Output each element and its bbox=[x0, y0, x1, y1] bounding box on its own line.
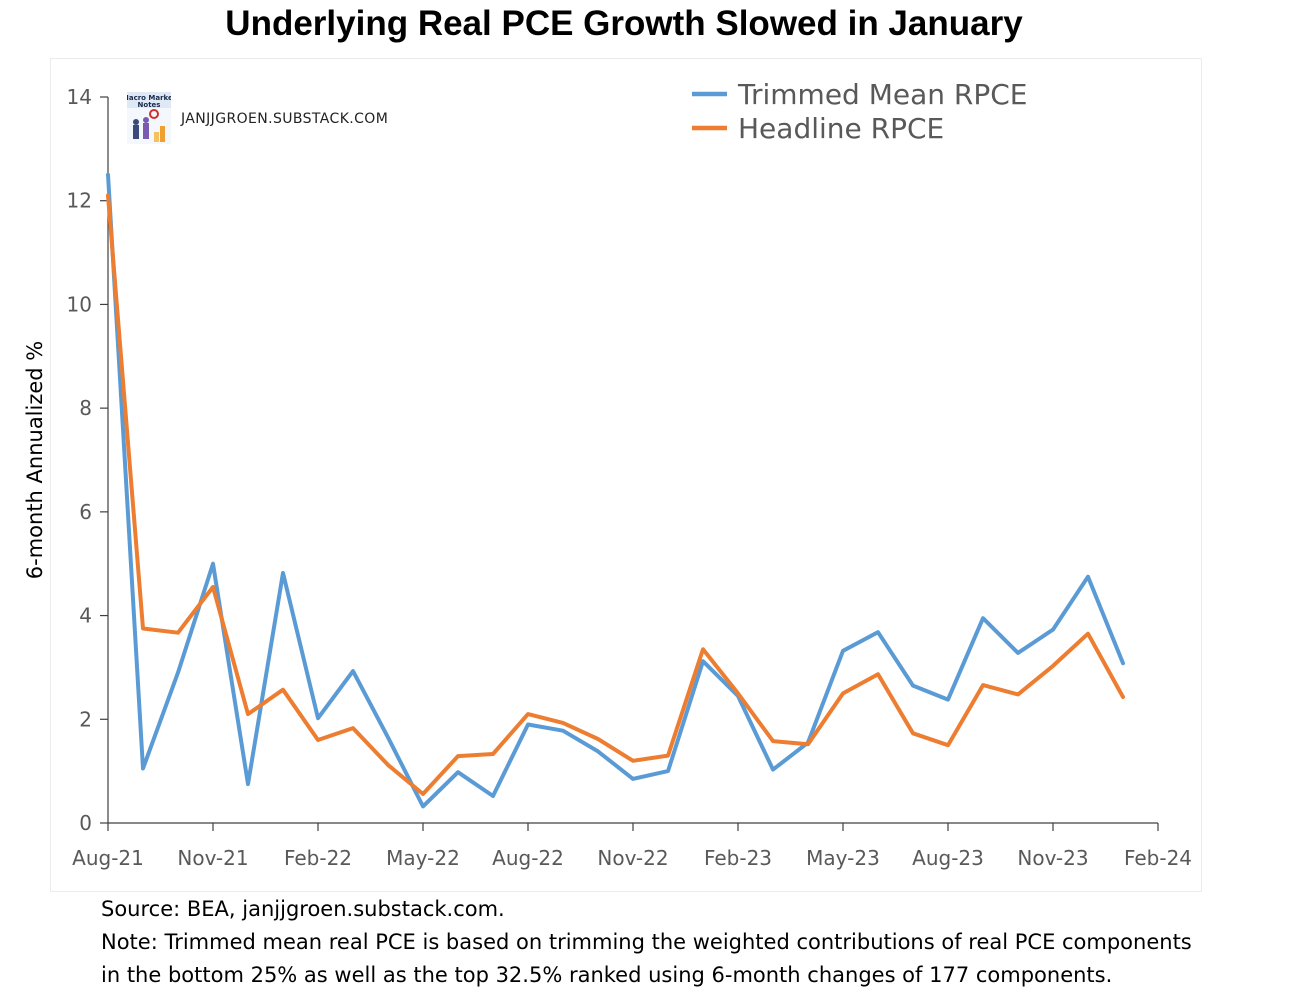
axes: 0 2 4 6 8 10 12 14 Aug-21 Nov-21 Feb-22 May-22 Aug-2… bbox=[23, 85, 1192, 870]
x-tick-label: May-22 bbox=[386, 846, 460, 870]
y-tick-label: 4 bbox=[79, 604, 92, 628]
legend-label: Trimmed Mean RPCE bbox=[737, 78, 1028, 111]
watermark-site: JANJJGROEN.SUBSTACK.COM bbox=[181, 111, 389, 127]
y-axis-label: 6-month Annualized % bbox=[23, 341, 47, 580]
y-tick-label: 8 bbox=[79, 396, 92, 420]
x-tick-label: Aug-23 bbox=[912, 846, 984, 870]
y-tick-label: 10 bbox=[67, 292, 92, 316]
macro-market-notes-logo-icon: Macro Market Notes bbox=[127, 92, 171, 144]
source-note: Source: BEA, janjjgroen.substack.com. bbox=[101, 897, 505, 921]
series-line-headline bbox=[106, 193, 1125, 796]
svg-text:Notes: Notes bbox=[138, 101, 161, 109]
legend-label: Headline RPCE bbox=[738, 112, 944, 145]
series-layer bbox=[106, 172, 1125, 809]
chart-title: Underlying Real PCE Growth Slowed in Jan… bbox=[225, 4, 1023, 43]
chart-footer: Source: BEA, janjjgroen.substack.com. No… bbox=[101, 893, 1192, 992]
x-tick-label: Nov-22 bbox=[597, 846, 668, 870]
y-tick-label: 6 bbox=[79, 500, 92, 524]
x-tick-label: Aug-21 bbox=[72, 846, 144, 870]
y-tick-label: 2 bbox=[79, 707, 92, 731]
x-tick-label: Feb-24 bbox=[1124, 846, 1192, 870]
x-tick-label: Nov-21 bbox=[177, 846, 248, 870]
method-note-line-1: Note: Trimmed mean real PCE is based on … bbox=[101, 930, 1192, 954]
x-tick-label: Feb-23 bbox=[704, 846, 772, 870]
y-tick-label: 14 bbox=[67, 85, 92, 109]
y-tick-label: 12 bbox=[67, 189, 92, 213]
x-tick-label: May-23 bbox=[806, 846, 880, 870]
series-line-trimmed-mean bbox=[106, 172, 1125, 809]
svg-text:Macro Market: Macro Market bbox=[127, 94, 171, 102]
method-note-line-2: in the bottom 25% as well as the top 32.… bbox=[101, 963, 1113, 987]
y-tick-label: 0 bbox=[79, 811, 92, 835]
x-tick-label: Aug-22 bbox=[492, 846, 564, 870]
x-tick-label: Feb-22 bbox=[284, 846, 352, 870]
x-tick-label: Nov-23 bbox=[1017, 846, 1088, 870]
